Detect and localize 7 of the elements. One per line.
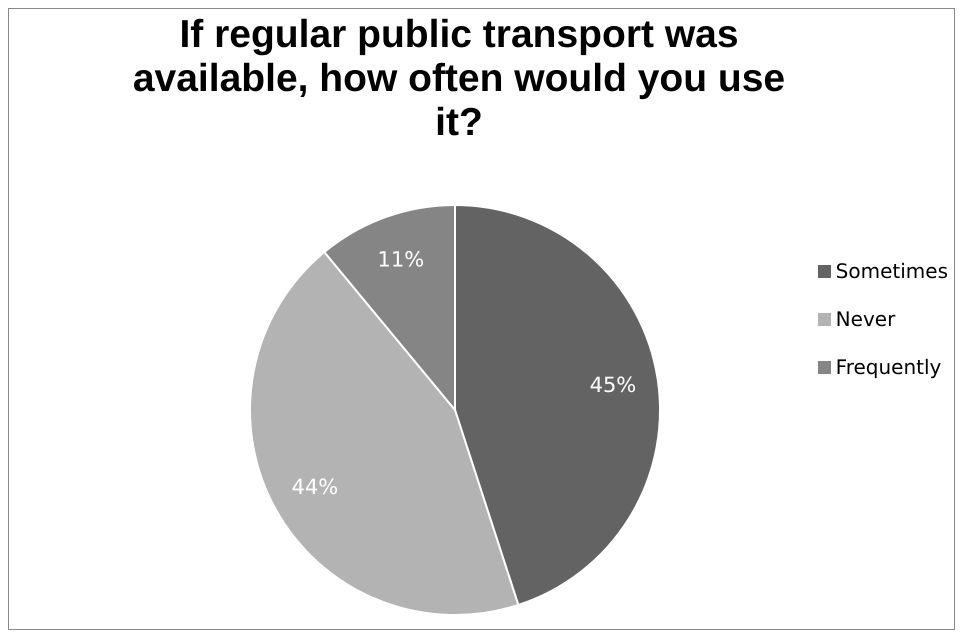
data-label: 44%: [292, 475, 338, 500]
legend-label: Frequently: [836, 355, 942, 379]
legend-label: Sometimes: [836, 259, 948, 283]
data-label: 45%: [590, 372, 636, 397]
chart-title: If regular public transport was available, how often would you use it?: [132, 13, 786, 145]
legend-label: Never: [836, 307, 896, 331]
data-label: 11%: [377, 248, 424, 272]
